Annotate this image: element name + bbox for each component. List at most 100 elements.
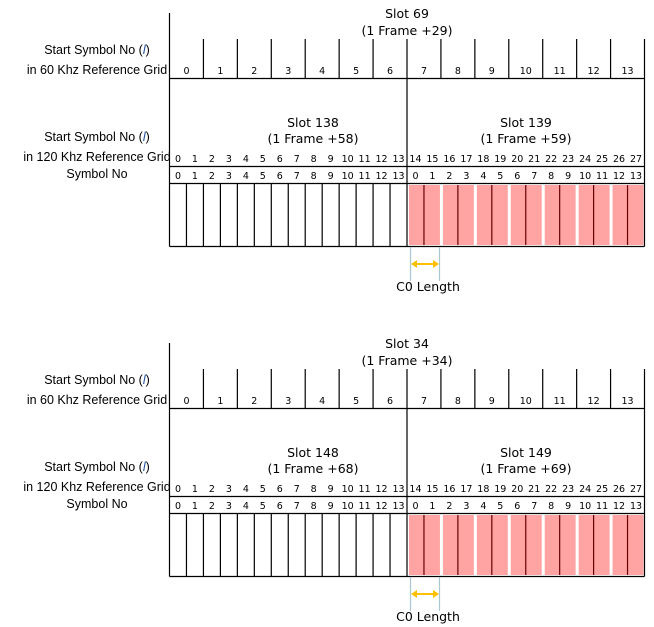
grid120-symbol: 12 [376, 154, 388, 165]
symbol-no: 7 [531, 501, 537, 512]
grid60-symbol: 7 [421, 396, 427, 407]
grid120-symbol: 6 [277, 154, 283, 165]
symbol-no: 12 [376, 171, 388, 182]
symbol-no: 0 [412, 501, 418, 512]
grid120-symbol: 17 [460, 154, 472, 165]
grid120-symbol: 6 [277, 484, 283, 495]
grid60-symbol: 9 [489, 66, 495, 77]
grid60-symbol: 9 [489, 396, 495, 407]
symbol-no: 6 [277, 501, 283, 512]
arrow-right-icon [433, 590, 439, 598]
symbol-no: 6 [514, 171, 520, 182]
grid120-symbol: 2 [209, 154, 215, 165]
grid120-symbol: 9 [328, 484, 334, 495]
grid60-symbol: 2 [251, 396, 257, 407]
arrow-right-icon [433, 260, 439, 268]
symbol-no: 10 [342, 501, 354, 512]
grid120-symbol: 26 [613, 484, 625, 495]
grid60-symbol: 3 [285, 66, 291, 77]
slot120-right-frame: (1 Frame +69) [481, 461, 572, 476]
symbol-no: 3 [226, 501, 232, 512]
grid120-symbol: 17 [460, 484, 472, 495]
symbol-no: 12 [376, 501, 388, 512]
grid120-symbol: 14 [409, 484, 421, 495]
grid60-symbol: 0 [183, 66, 189, 77]
grid120-symbol: 16 [443, 484, 455, 495]
label-start-symbol-120: Start Symbol No (l) [44, 460, 150, 474]
grid120-symbol: 5 [260, 484, 266, 495]
grid120-symbol: 13 [392, 484, 404, 495]
grid60-symbol: 13 [621, 66, 633, 77]
grid60-symbol: 6 [387, 66, 393, 77]
symbol-no: 12 [613, 171, 625, 182]
symbol-no: 13 [392, 501, 404, 512]
symbol-no: 13 [392, 171, 404, 182]
grid60-symbol: 4 [319, 66, 325, 77]
diagram-2: Start Symbol No (l) in 60 Khz Reference G… [23, 336, 646, 624]
grid120-symbol: 3 [226, 484, 232, 495]
symbol-no: 2 [446, 501, 452, 512]
grid120-symbol: 7 [294, 484, 300, 495]
grid120-symbol: 2 [209, 484, 215, 495]
grid60-symbol: 1 [217, 66, 223, 77]
slot60-frame: (1 Frame +34) [362, 353, 453, 368]
grid60-symbol: 1 [217, 396, 223, 407]
symbol-no: 8 [311, 171, 317, 182]
slot120-left-name: Slot 148 [287, 445, 339, 460]
grid120-symbol: 1 [192, 484, 198, 495]
grid120-symbol: 18 [477, 154, 489, 165]
grid120-symbol: 20 [511, 154, 523, 165]
symbol-no: 12 [613, 501, 625, 512]
label-start-symbol-60: Start Symbol No (l) [44, 373, 150, 387]
slot60-name: Slot 69 [385, 6, 429, 21]
grid120-symbol: 13 [392, 154, 404, 165]
grid120-symbol: 8 [311, 154, 317, 165]
c0-length-label: C0 Length [396, 279, 460, 294]
grid120-symbol: 11 [359, 484, 371, 495]
grid120-symbol: 10 [342, 484, 354, 495]
grid60-symbol: 3 [285, 396, 291, 407]
label-120khz-grid: in 120 Khz Reference Grid [23, 150, 170, 164]
symbol-no: 10 [342, 171, 354, 182]
grid120-symbol: 7 [294, 154, 300, 165]
grid120-symbol: 0 [175, 484, 181, 495]
symbol-no: 0 [175, 171, 181, 182]
symbol-no: 8 [311, 501, 317, 512]
grid120-symbol: 23 [562, 154, 574, 165]
diagram-1: Start Symbol No (l) in 60 Khz Reference G… [23, 6, 646, 294]
symbol-no: 0 [412, 171, 418, 182]
grid120-symbol: 22 [545, 484, 557, 495]
slot120-left-frame: (1 Frame +68) [268, 461, 359, 476]
slot120-left-frame: (1 Frame +58) [268, 131, 359, 146]
grid120-symbol: 26 [613, 154, 625, 165]
grid120-symbol: 24 [579, 154, 591, 165]
grid120-symbol: 19 [494, 484, 506, 495]
symbol-no: 4 [480, 501, 486, 512]
symbol-no: 4 [243, 501, 249, 512]
grid120-symbol: 21 [528, 154, 540, 165]
symbol-no: 8 [548, 171, 554, 182]
symbol-no: 5 [260, 171, 266, 182]
symbol-no: 4 [480, 171, 486, 182]
grid120-symbol: 24 [579, 484, 591, 495]
grid60-symbol: 2 [251, 66, 257, 77]
symbol-no: 5 [497, 501, 503, 512]
grid120-symbol: 19 [494, 154, 506, 165]
symbol-no: 10 [579, 171, 591, 182]
grid120-symbol: 27 [630, 154, 642, 165]
grid120-symbol: 10 [342, 154, 354, 165]
grid60-symbol: 12 [588, 396, 600, 407]
grid60-symbol: 12 [588, 66, 600, 77]
symbol-no: 2 [209, 171, 215, 182]
symbol-no: 3 [226, 171, 232, 182]
arrow-left-icon [411, 260, 417, 268]
grid120-symbol: 11 [359, 154, 371, 165]
grid120-symbol: 12 [376, 484, 388, 495]
grid60-symbol: 7 [421, 66, 427, 77]
grid60-symbol: 5 [353, 396, 359, 407]
symbol-no: 7 [294, 501, 300, 512]
grid120-symbol: 16 [443, 154, 455, 165]
grid60-symbol: 4 [319, 396, 325, 407]
slot60-name: Slot 34 [385, 336, 429, 351]
